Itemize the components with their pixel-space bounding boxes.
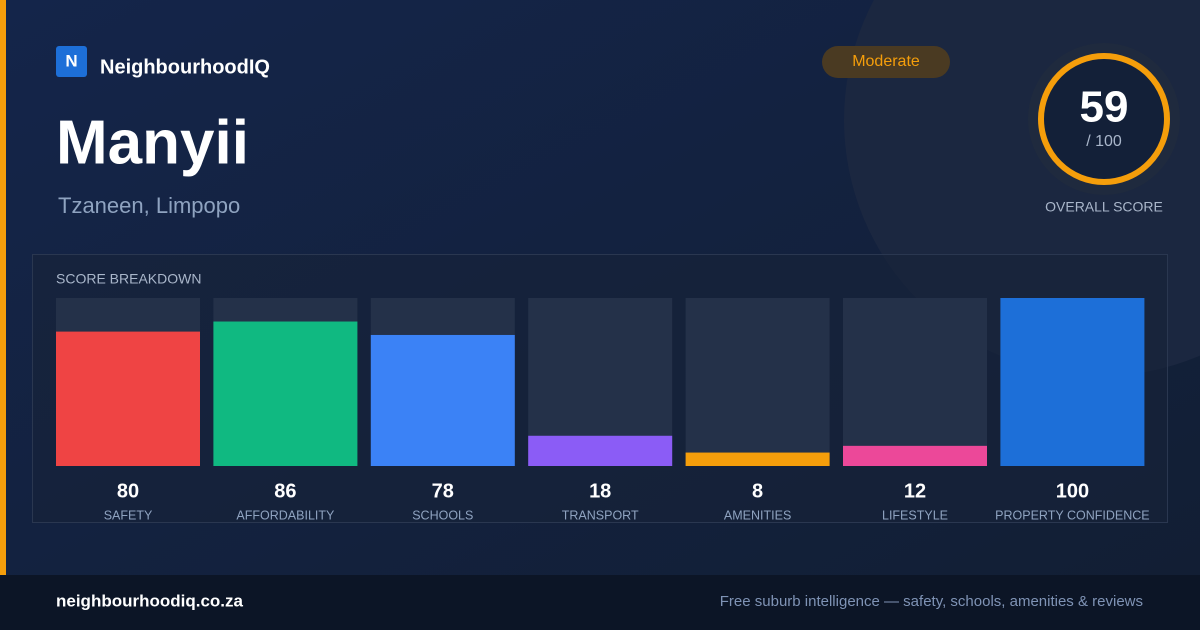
- brand-name: NeighbourhoodIQ: [100, 56, 270, 78]
- bar-label: LIFESTYLE: [882, 508, 948, 522]
- bar-label: AFFORDABILITY: [236, 508, 335, 522]
- bar: [56, 331, 200, 466]
- bar-track: [685, 298, 830, 466]
- bar-value: 86: [274, 480, 296, 502]
- badge: [822, 46, 950, 78]
- score-ring: [1038, 53, 1170, 185]
- bar-value: 78: [432, 480, 454, 502]
- badge-text: Moderate: [852, 53, 920, 70]
- bar-value: 80: [117, 480, 139, 502]
- bar-track: [843, 298, 987, 466]
- score-caption: OVERALL SCORE: [1045, 199, 1163, 215]
- footer-url: neighbourhoodiq.co.za: [56, 591, 244, 610]
- subtitle: Tzaneen, Limpopo: [58, 193, 240, 218]
- bar-value: 100: [1056, 480, 1089, 502]
- bar-label: SCHOOLS: [412, 508, 473, 522]
- bar: [1000, 298, 1145, 466]
- bar: [843, 445, 987, 466]
- footer: [0, 575, 1200, 630]
- bar-label: AMENITIES: [724, 508, 791, 522]
- footer-tagline: Free suburb intelligence — safety, schoo…: [720, 593, 1143, 610]
- bar-value: 18: [589, 480, 611, 502]
- bar: [370, 334, 515, 466]
- bars: 80 SAFETY 86 AFFORDABILITY 78 SCHOOLS 18 TRANSP…: [56, 298, 1150, 522]
- breakdown-title: SCORE BREAKDOWN: [56, 271, 201, 287]
- logo: [56, 46, 87, 77]
- bar: [685, 452, 830, 466]
- logo-letter: N: [65, 51, 77, 70]
- bar-label: TRANSPORT: [562, 508, 639, 522]
- bar-label: SAFETY: [104, 508, 153, 522]
- score-value: 59: [1080, 83, 1129, 132]
- score-label: / 100: [1086, 133, 1122, 150]
- bar: [213, 321, 358, 466]
- title: Manyii: [56, 108, 249, 177]
- bar-value: 8: [752, 480, 763, 502]
- accent-stripe: [0, 0, 6, 575]
- bar-value: 12: [904, 480, 926, 502]
- bar-label: PROPERTY CONFIDENCE: [995, 508, 1149, 522]
- bar: [528, 435, 673, 466]
